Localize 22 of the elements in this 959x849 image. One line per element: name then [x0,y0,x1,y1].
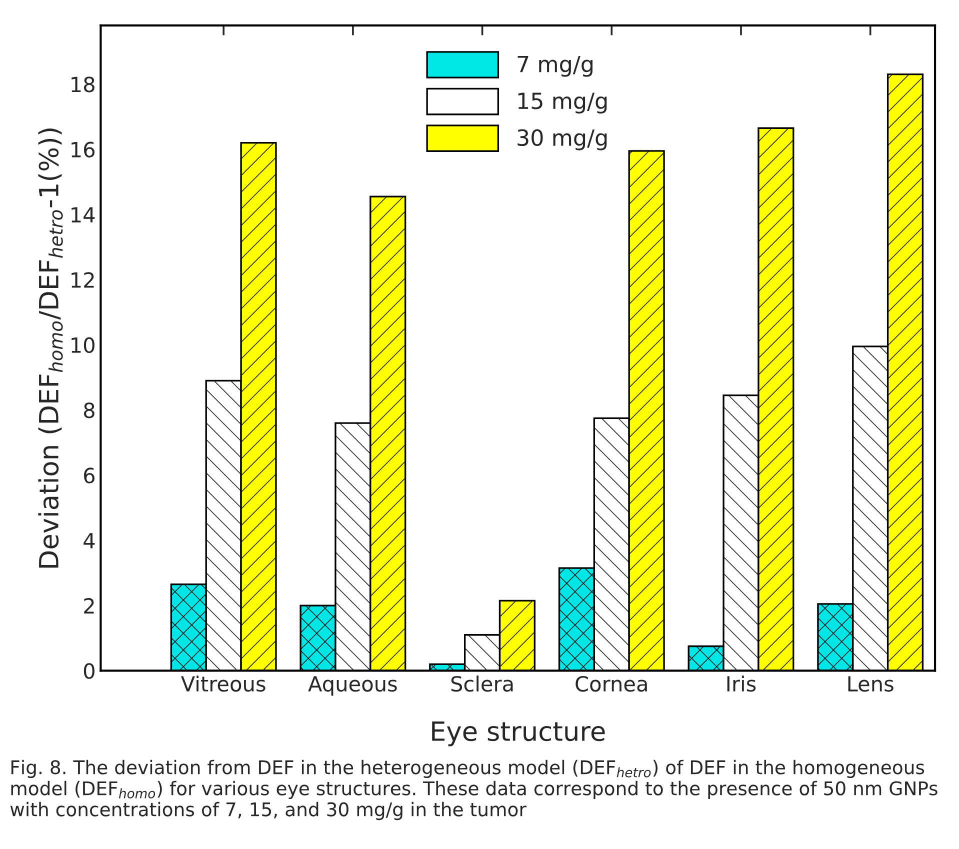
x-tick-label: Sclera [451,676,513,692]
y-tick-label: 14 [72,207,95,222]
y-tick-label: 6 [84,468,95,484]
y-axis-title: Deviation (DEF$_{homo}$/DEF$_{hetro}$-1(%)) [38,128,63,568]
legend-label: 30 mg/g [518,129,607,150]
y-tick-label: 0 [84,663,94,679]
y-tick-label: 16 [72,142,95,158]
legend-label: 15 mg/g [518,92,607,114]
y-tick-label: 12 [72,272,94,288]
y-tick-label: 18 [72,76,94,92]
x-tick-label: Lens [848,676,894,692]
x-axis-title: Eye structure [432,722,605,746]
y-tick-label: 4 [84,533,95,548]
y-tick-label: 2 [84,598,94,614]
x-tick-label: Aqueous [308,676,397,696]
x-tick-label: Cornea [576,676,647,692]
legend-label: 7 mg/g [518,56,592,77]
x-tick-label: Iris [727,676,756,692]
text: Fig. 8. The deviation from DEF in the heterogeneous model (DEF$_{hetro}$) of DEF in the homogeneous model (DEF$_{homo}$) for various eye structures. These data correspond to the presence of 50 nm GNPs with concentrations of 7, 15, and 30 mg/g in the tumor [10,760,938,820]
y-tick-label: 8 [84,402,94,418]
x-tick-label: Vitreous [181,676,266,692]
y-tick-label: 10 [72,337,94,354]
